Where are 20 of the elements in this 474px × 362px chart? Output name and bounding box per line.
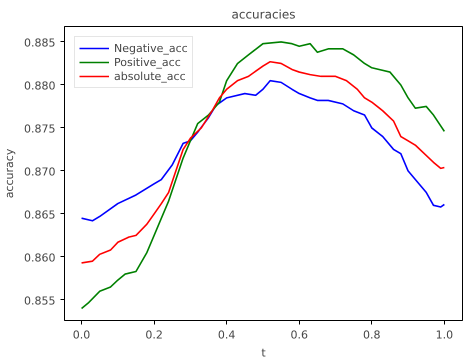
y-axis-title: accuracy <box>3 148 16 198</box>
x-tick-label: 0.6 <box>290 328 308 342</box>
y-tick-label: 0.875 <box>24 122 56 136</box>
x-axis-title: t <box>261 346 266 360</box>
x-tick-label: 0.0 <box>72 328 90 342</box>
x-tick-label: 1.0 <box>436 328 454 342</box>
x-tick-label: 0.8 <box>363 328 381 342</box>
line-series <box>80 41 446 310</box>
chart-title: accuracies <box>231 8 296 22</box>
x-tick-label: 0.2 <box>145 328 163 342</box>
y-tick-label: 0.880 <box>24 79 56 92</box>
legend-label: absolute_acc <box>114 69 186 83</box>
y-tick-label: 0.870 <box>24 165 56 178</box>
x-tick-label: 0.4 <box>218 328 236 342</box>
y-tick-label: 0.855 <box>24 294 56 308</box>
y-tick-label: 0.885 <box>24 36 56 50</box>
y-tick-label: 0.865 <box>24 208 56 222</box>
legend-label: Positive_acc <box>114 55 181 69</box>
y-tick-label: 0.860 <box>24 251 56 264</box>
legend-label: Negative_acc <box>114 41 188 55</box>
